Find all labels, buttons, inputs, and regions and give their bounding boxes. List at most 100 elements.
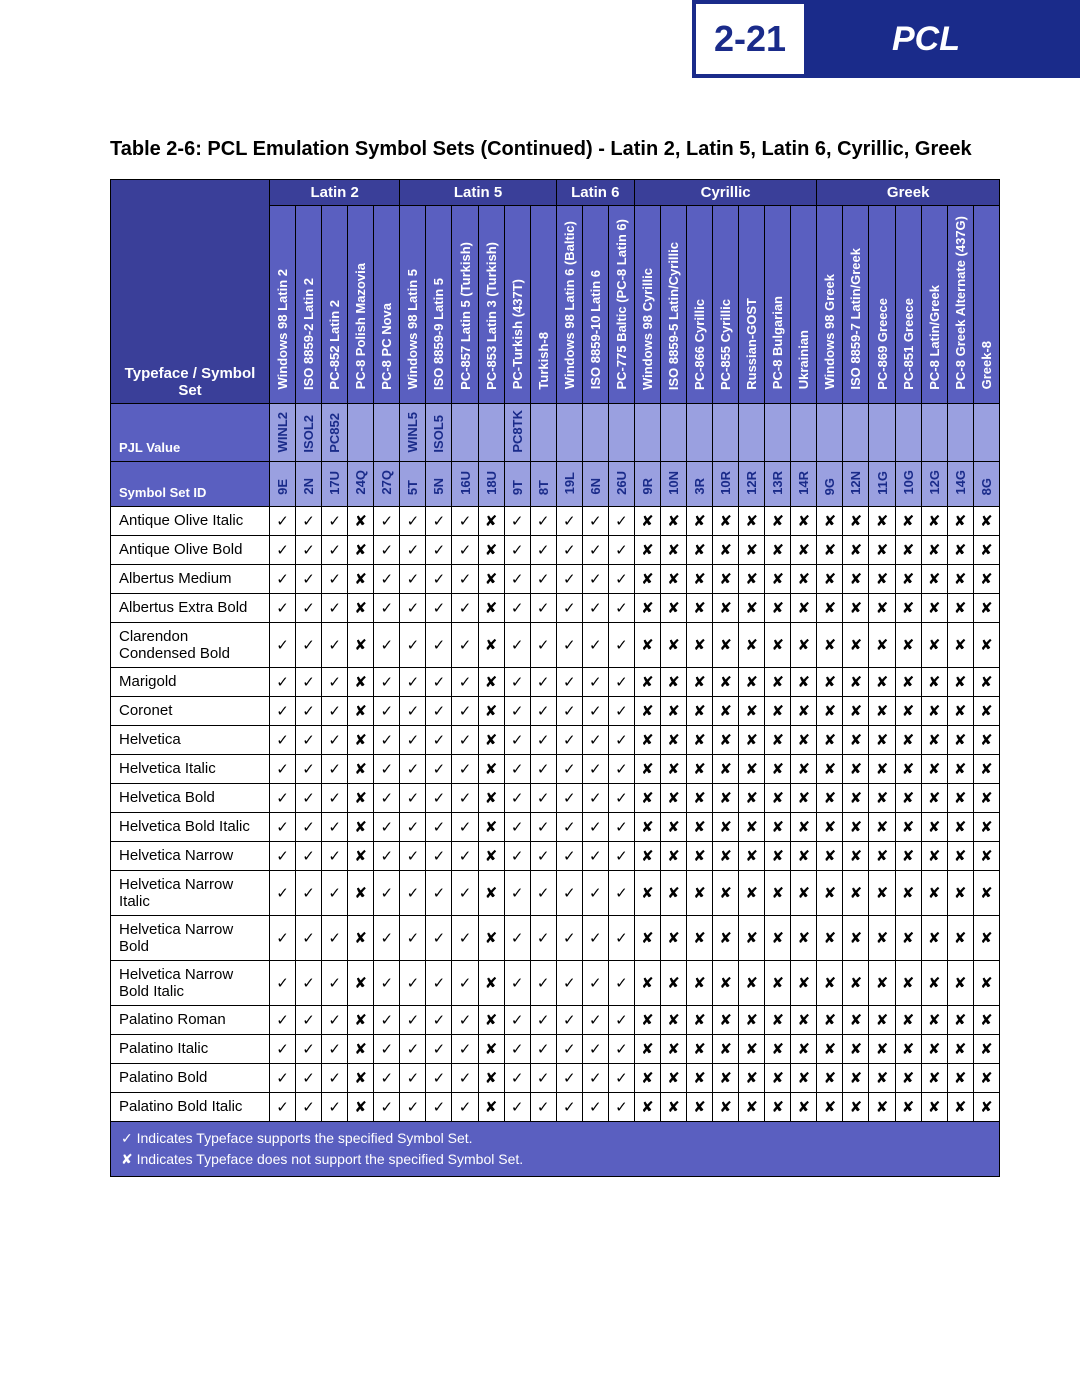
- support-cell: ✘: [895, 754, 921, 783]
- support-cell: ✓: [400, 783, 426, 812]
- support-cell: ✘: [713, 783, 739, 812]
- support-cell: ✓: [530, 812, 556, 841]
- support-cell: ✘: [478, 754, 504, 783]
- support-cell: ✘: [660, 960, 686, 1005]
- support-cell: ✓: [504, 667, 530, 696]
- support-cell: ✓: [504, 1092, 530, 1121]
- support-cell: ✘: [973, 960, 999, 1005]
- support-cell: ✓: [452, 915, 478, 960]
- support-cell: ✘: [713, 960, 739, 1005]
- support-cell: ✓: [608, 1034, 634, 1063]
- table-row: Helvetica✓✓✓✘✓✓✓✓✘✓✓✓✓✓✘✘✘✘✘✘✘✘✘✘✘✘✘✘: [111, 725, 1000, 754]
- support-cell: ✓: [608, 1092, 634, 1121]
- support-cell: ✓: [530, 564, 556, 593]
- support-cell: ✘: [817, 915, 843, 960]
- support-cell: ✓: [452, 1034, 478, 1063]
- support-cell: ✘: [660, 506, 686, 535]
- support-cell: ✘: [739, 1034, 765, 1063]
- typeface-name: Marigold: [111, 667, 270, 696]
- pjl-value: PC8TK: [504, 403, 530, 462]
- support-cell: ✘: [947, 915, 973, 960]
- page-number: 2-21: [692, 0, 808, 78]
- support-cell: ✓: [556, 812, 582, 841]
- support-cell: ✘: [869, 1034, 895, 1063]
- support-cell: ✓: [269, 1063, 295, 1092]
- sid-value: 24Q: [348, 462, 374, 507]
- support-cell: ✘: [348, 506, 374, 535]
- support-cell: ✓: [322, 915, 348, 960]
- support-cell: ✘: [973, 564, 999, 593]
- support-cell: ✘: [843, 1005, 869, 1034]
- support-cell: ✓: [426, 667, 452, 696]
- support-cell: ✓: [582, 870, 608, 915]
- support-cell: ✓: [530, 754, 556, 783]
- support-cell: ✓: [452, 667, 478, 696]
- support-cell: ✓: [608, 960, 634, 1005]
- support-cell: ✓: [400, 564, 426, 593]
- support-cell: ✘: [713, 754, 739, 783]
- support-cell: ✘: [634, 870, 660, 915]
- support-cell: ✓: [556, 593, 582, 622]
- support-cell: ✘: [765, 841, 791, 870]
- support-cell: ✘: [739, 593, 765, 622]
- support-cell: ✘: [791, 1092, 817, 1121]
- support-cell: ✘: [634, 812, 660, 841]
- support-cell: ✘: [478, 1005, 504, 1034]
- column-header: Windows 98 Latin 2: [269, 206, 295, 404]
- sid-value: 9E: [269, 462, 295, 507]
- table-row: Antique Olive Bold✓✓✓✘✓✓✓✓✘✓✓✓✓✓✘✘✘✘✘✘✘✘…: [111, 535, 1000, 564]
- table-row: Helvetica Bold Italic✓✓✓✘✓✓✓✓✘✓✓✓✓✓✘✘✘✘✘…: [111, 812, 1000, 841]
- support-cell: ✓: [504, 696, 530, 725]
- support-cell: ✘: [843, 564, 869, 593]
- support-cell: ✓: [322, 960, 348, 1005]
- support-cell: ✓: [400, 1005, 426, 1034]
- support-cell: ✓: [269, 960, 295, 1005]
- support-cell: ✘: [791, 725, 817, 754]
- support-cell: ✘: [713, 696, 739, 725]
- support-cell: ✘: [843, 1034, 869, 1063]
- support-cell: ✘: [869, 1005, 895, 1034]
- support-cell: ✘: [765, 593, 791, 622]
- support-cell: ✓: [322, 783, 348, 812]
- support-cell: ✘: [634, 535, 660, 564]
- column-header: PC-8 Latin/Greek: [921, 206, 947, 404]
- support-cell: ✓: [608, 783, 634, 812]
- support-cell: ✓: [452, 1063, 478, 1092]
- support-cell: ✘: [634, 622, 660, 667]
- support-cell: ✘: [713, 564, 739, 593]
- sid-value: 16U: [452, 462, 478, 507]
- group-header: Latin 6: [556, 180, 634, 206]
- support-cell: ✓: [374, 506, 400, 535]
- support-cell: ✘: [791, 1034, 817, 1063]
- support-cell: ✓: [504, 506, 530, 535]
- support-cell: ✘: [843, 535, 869, 564]
- support-cell: ✘: [739, 870, 765, 915]
- table-row: Albertus Extra Bold✓✓✓✘✓✓✓✓✘✓✓✓✓✓✘✘✘✘✘✘✘…: [111, 593, 1000, 622]
- typeface-name: Helvetica Bold: [111, 783, 270, 812]
- support-cell: ✘: [634, 667, 660, 696]
- typeface-name: Clarendon Condensed Bold: [111, 622, 270, 667]
- support-cell: ✘: [478, 564, 504, 593]
- support-cell: ✓: [504, 725, 530, 754]
- support-cell: ✘: [817, 1034, 843, 1063]
- support-cell: ✘: [713, 841, 739, 870]
- support-cell: ✓: [374, 725, 400, 754]
- table-row: Palatino Italic✓✓✓✘✓✓✓✓✘✓✓✓✓✓✘✘✘✘✘✘✘✘✘✘✘…: [111, 1034, 1000, 1063]
- support-cell: ✘: [634, 696, 660, 725]
- support-cell: ✓: [374, 696, 400, 725]
- support-cell: ✓: [452, 593, 478, 622]
- column-header: ISO 8859-9 Latin 5: [426, 206, 452, 404]
- support-cell: ✘: [634, 564, 660, 593]
- support-cell: ✘: [921, 667, 947, 696]
- support-cell: ✓: [608, 696, 634, 725]
- support-cell: ✘: [817, 783, 843, 812]
- support-cell: ✓: [296, 783, 322, 812]
- support-cell: ✘: [973, 841, 999, 870]
- support-cell: ✘: [947, 1005, 973, 1034]
- support-cell: ✓: [504, 960, 530, 1005]
- support-cell: ✘: [947, 1034, 973, 1063]
- support-cell: ✓: [426, 915, 452, 960]
- support-cell: ✘: [973, 725, 999, 754]
- support-cell: ✘: [660, 593, 686, 622]
- support-cell: ✘: [634, 841, 660, 870]
